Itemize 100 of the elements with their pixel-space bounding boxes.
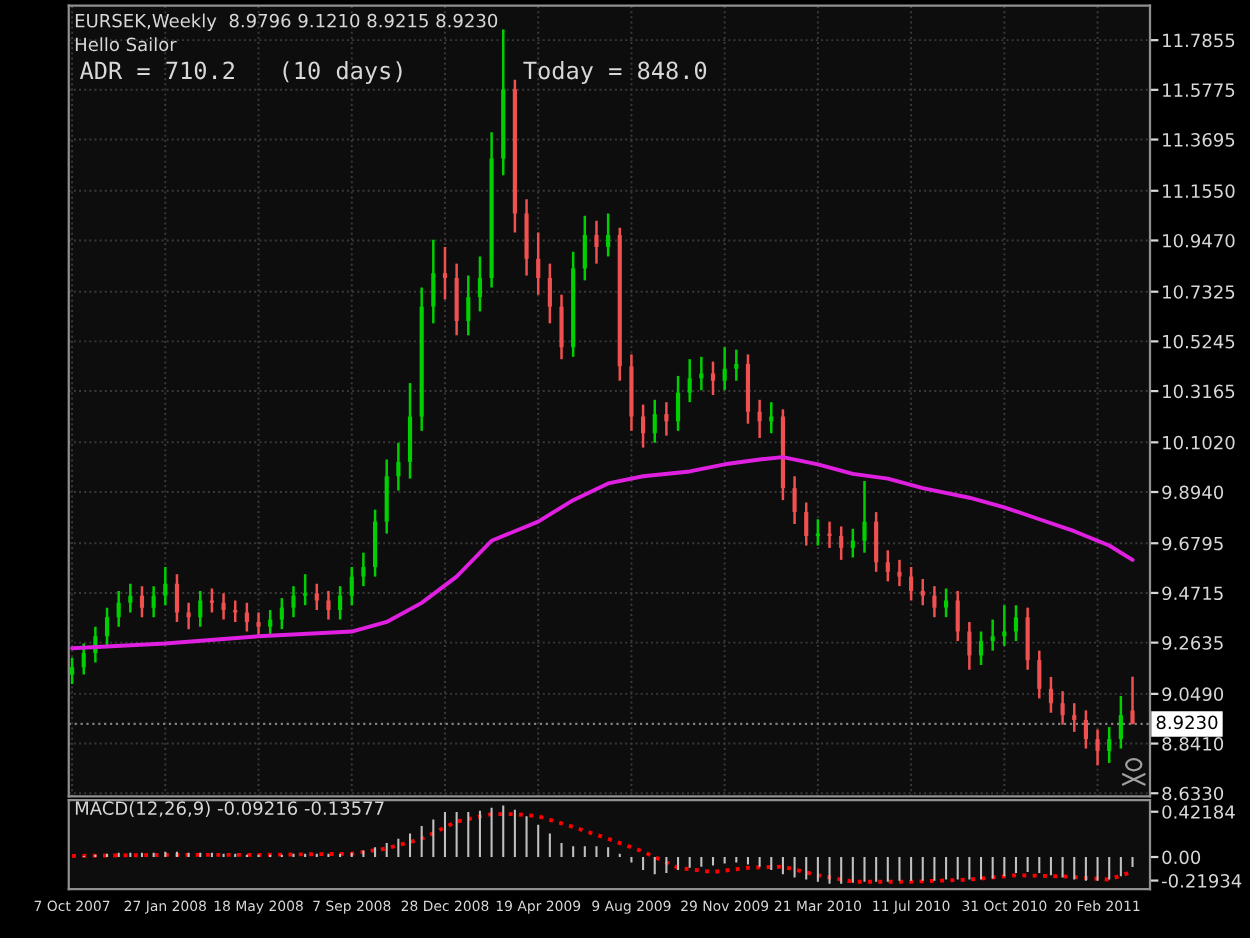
candlestick: [70, 656, 75, 686]
candlestick: [524, 197, 529, 277]
candlestick: [547, 262, 552, 325]
candlestick: [139, 584, 145, 619]
candlestick: [722, 345, 727, 392]
candlestick: [710, 360, 716, 397]
candlestick: [454, 262, 459, 337]
candlestick: [920, 577, 925, 607]
candlestick: [372, 508, 378, 578]
candlestick: [174, 572, 180, 624]
candlestick: [967, 620, 972, 671]
candlestick: [978, 630, 984, 667]
y-tick-label: 11.3695: [1163, 132, 1235, 147]
candlestick: [1130, 675, 1135, 726]
candlestick: [1072, 701, 1077, 734]
candlestick: [1083, 709, 1088, 750]
chart-title: MACD(12,26,9) -0.09216 -0.13577: [75, 801, 384, 818]
candlestick: [128, 582, 133, 614]
candlestick: [850, 527, 855, 559]
y-tick-label: 10.3165: [1163, 384, 1235, 399]
candlestick: [314, 582, 319, 612]
candlestick: [675, 374, 681, 433]
candlestick: [431, 238, 436, 325]
candlestick: [839, 525, 844, 562]
y-tick-label: 11.7855: [1163, 33, 1235, 48]
candlestick: [734, 348, 739, 382]
candlestick: [303, 572, 308, 607]
candlestick: [1060, 690, 1065, 726]
candlestick: [757, 398, 762, 440]
candlestick: [897, 558, 902, 588]
candlestick: [291, 584, 296, 619]
y-tick-label: 0.42184: [1162, 805, 1235, 819]
candlestick: [990, 618, 995, 652]
candlestick: [466, 274, 471, 337]
candlestick: [186, 601, 191, 631]
candlestick: [198, 589, 203, 628]
candlestick: [1107, 725, 1112, 765]
text: Hello Sailor: [75, 37, 177, 52]
candlestick: [209, 587, 214, 614]
candlestick: [338, 584, 343, 621]
y-tick-label: 10.1020: [1163, 435, 1235, 450]
annotation: Today = 848.0: [523, 61, 707, 84]
candlestick: [1048, 675, 1054, 714]
candlestick: [442, 245, 448, 301]
y-tick-label: 8.8410: [1162, 737, 1224, 751]
candlestick: [804, 501, 809, 547]
candlestick: [874, 510, 879, 574]
annotation: ADR = 710.2 (10 days): [79, 61, 402, 84]
chart-title: EURSEK,Weekly 8.9796 9.1210 8.9215 8.9230: [75, 13, 498, 32]
candlestick: [955, 589, 960, 643]
candlestick: [862, 479, 867, 554]
candlestick: [827, 520, 832, 550]
candlestick: [582, 214, 587, 282]
y-tick-label: -0.21934: [1161, 874, 1242, 888]
y-tick-label: 11.5775: [1163, 83, 1235, 97]
line-series: [70, 455, 1135, 651]
candlestick: [1095, 728, 1100, 767]
candlestick: [536, 231, 541, 296]
candlestick: [1118, 694, 1123, 750]
y-tick-label: 9.0490: [1162, 687, 1224, 701]
candlestick: [652, 398, 657, 445]
candlestick: [221, 592, 226, 621]
candlestick: [104, 606, 110, 648]
y-tick-label: 10.7325: [1163, 285, 1235, 299]
candlestick: [885, 549, 890, 583]
y-tick-label: 9.2635: [1162, 636, 1223, 650]
y-tick-label: 8.6330: [1162, 786, 1224, 801]
candlestick: [163, 565, 168, 607]
candlestick: [396, 441, 401, 492]
candlestick: [909, 565, 914, 602]
candlestick: [943, 587, 949, 619]
candlestick: [279, 596, 284, 631]
candlestick: [361, 551, 366, 588]
candlestick: [256, 611, 261, 638]
y-tick-label: 9.6795: [1162, 536, 1223, 551]
y-tick-label: 10.9470: [1163, 233, 1235, 248]
candlestick: [349, 565, 354, 607]
candlestick: [606, 212, 611, 258]
candlestick: [81, 642, 86, 676]
candlestick: [477, 255, 483, 313]
candlestick: [594, 219, 599, 265]
candlestick: [1037, 649, 1042, 700]
y-tick-label: 9.8940: [1162, 485, 1224, 500]
candlestick: [268, 608, 273, 636]
ref-line-label: 8.9230: [1156, 715, 1218, 730]
candlestick: [932, 584, 937, 619]
y-tick-label: 0.00: [1162, 850, 1201, 865]
candlestick: [745, 353, 751, 425]
candlestick: [384, 458, 389, 535]
candlestick: [664, 400, 669, 437]
candlestick: [559, 293, 564, 361]
candlestick: [244, 601, 249, 633]
candlestick: [641, 403, 646, 449]
candlestick: [116, 589, 121, 628]
candlestick: [151, 584, 156, 619]
candlestick: [687, 357, 692, 404]
y-tick-label: 10.5245: [1163, 334, 1235, 349]
candlestick: [407, 381, 413, 480]
candlestick: [326, 589, 331, 621]
candlestick: [1013, 604, 1019, 643]
